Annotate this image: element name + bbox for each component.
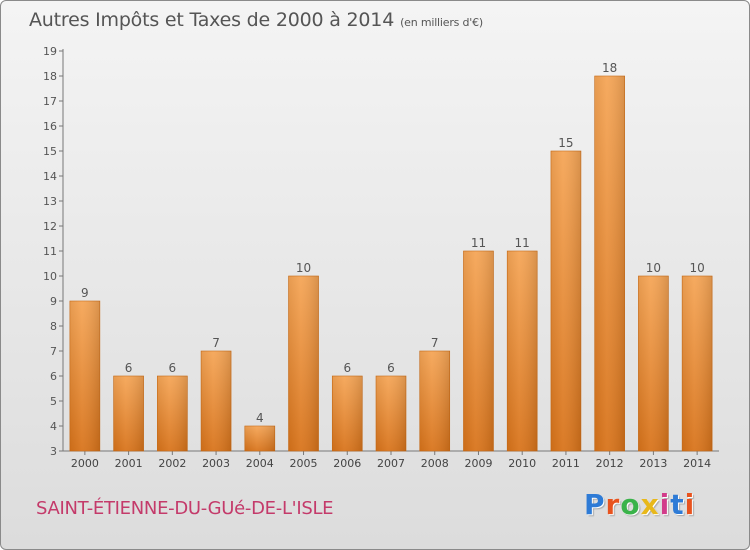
- chart-subtitle: (en milliers d'€): [400, 16, 483, 29]
- commune-name: SAINT-ÉTIENNE-DU-GUé-DE-L'ISLE: [36, 498, 334, 519]
- logo-letter: r: [605, 488, 621, 521]
- y-tick-label: 10: [43, 270, 57, 283]
- value-label-2009: 11: [471, 236, 486, 250]
- y-tick-label: 19: [43, 45, 57, 58]
- proxiti-logo: Proxiti: [584, 488, 695, 521]
- bar-shade-2005: [288, 276, 319, 451]
- y-tick-label: 16: [43, 120, 57, 133]
- bar-shade-2011: [550, 151, 581, 451]
- value-label-2001: 6: [125, 361, 133, 375]
- value-label-2010: 11: [515, 236, 530, 250]
- x-tick-label-2012: 2012: [596, 457, 624, 470]
- bar-shade-2000: [69, 301, 100, 451]
- value-label-2004: 4: [256, 411, 264, 425]
- y-tick-label: 14: [43, 170, 57, 183]
- y-tick-label: 15: [43, 145, 57, 158]
- bar-shade-2014: [682, 276, 713, 451]
- x-tick-label-2002: 2002: [158, 457, 186, 470]
- logo-letter: P: [584, 488, 606, 521]
- y-tick-label: 18: [43, 70, 57, 83]
- x-tick-label-2014: 2014: [683, 457, 711, 470]
- y-tick-label: 13: [43, 195, 57, 208]
- chart-title-text: Autres Impôts et Taxes de 2000 à 2014: [29, 9, 395, 31]
- logo-letter: i: [684, 488, 696, 521]
- x-tick-label-2008: 2008: [421, 457, 449, 470]
- bar-shade-2007: [376, 376, 406, 451]
- chart-title: Autres Impôts et Taxes de 2000 à 2014 (en…: [29, 9, 483, 31]
- bar-shade-2013: [638, 276, 669, 451]
- y-tick-label: 6: [50, 370, 57, 383]
- bar-shade-2001: [113, 376, 144, 451]
- x-tick-label-2006: 2006: [333, 457, 361, 470]
- y-tick-label: 8: [50, 320, 57, 333]
- x-tick-label-2010: 2010: [508, 457, 536, 470]
- y-tick-label: 4: [50, 420, 57, 433]
- y-tick-label: 11: [43, 245, 57, 258]
- y-tick-label: 12: [43, 220, 57, 233]
- bar-shade-2012: [594, 76, 625, 451]
- x-tick-label-2000: 2000: [71, 457, 99, 470]
- value-label-2012: 18: [602, 61, 617, 75]
- y-tick-label: 17: [43, 95, 57, 108]
- value-label-2006: 6: [343, 361, 351, 375]
- bar-shade-2008: [419, 351, 450, 451]
- y-tick-label: 5: [50, 395, 57, 408]
- value-label-2011: 15: [558, 136, 573, 150]
- logo-letter: x: [640, 488, 660, 521]
- y-tick-label: 3: [50, 445, 57, 458]
- x-tick-label-2003: 2003: [202, 457, 230, 470]
- bar-shade-2003: [201, 351, 232, 451]
- y-tick-label: 7: [50, 345, 57, 358]
- bar-shade-2002: [157, 376, 188, 451]
- logo-letter: t: [670, 488, 685, 521]
- x-tick-label-2009: 2009: [464, 457, 492, 470]
- x-tick-label-2004: 2004: [246, 457, 274, 470]
- x-tick-label-2007: 2007: [377, 457, 405, 470]
- value-label-2005: 10: [296, 261, 311, 275]
- value-label-2000: 9: [81, 286, 89, 300]
- value-label-2008: 7: [431, 336, 439, 350]
- value-label-2013: 10: [646, 261, 661, 275]
- value-label-2014: 10: [689, 261, 704, 275]
- bar-shade-2006: [332, 376, 363, 451]
- x-tick-label-2013: 2013: [639, 457, 667, 470]
- bar-shade-2009: [463, 251, 494, 451]
- x-tick-label-2005: 2005: [290, 457, 318, 470]
- value-label-2003: 7: [212, 336, 220, 350]
- bar-shade-2010: [507, 251, 538, 451]
- x-tick-label-2001: 2001: [115, 457, 143, 470]
- x-tick-label-2011: 2011: [552, 457, 580, 470]
- bar-shade-2004: [244, 426, 275, 451]
- y-tick-label: 9: [50, 295, 57, 308]
- value-label-2007: 6: [387, 361, 395, 375]
- value-label-2002: 6: [169, 361, 177, 375]
- logo-letter: o: [620, 488, 641, 521]
- logo-letter: i: [659, 488, 671, 521]
